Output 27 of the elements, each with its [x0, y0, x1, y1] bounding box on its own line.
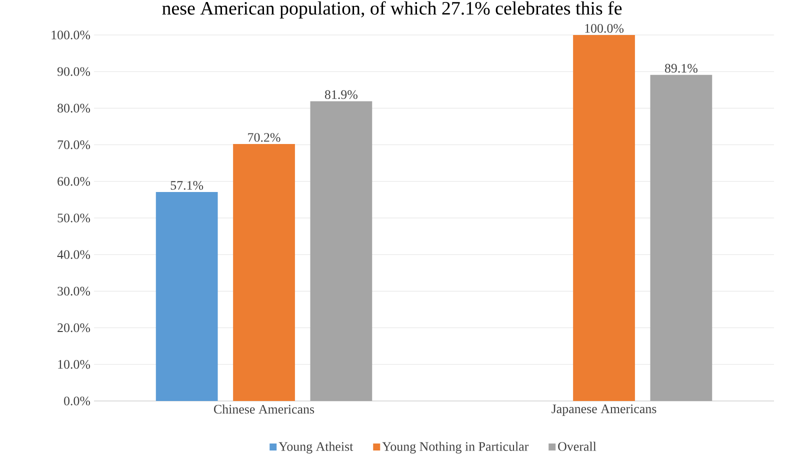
legend-label: Young Nothing in Particular	[382, 442, 529, 454]
y-tick-label: 20.0%	[58, 323, 90, 332]
y-tick-label: 40.0%	[57, 250, 90, 259]
data-label: 81.9%	[324, 90, 358, 100]
legend-label: Young Atheist	[278, 442, 354, 454]
bar	[233, 144, 295, 401]
y-tick-label: 70.0%	[58, 140, 90, 150]
y-tick-label: 10.0%	[58, 360, 90, 369]
y-tick-label: 0.0%	[64, 396, 90, 406]
bar	[156, 192, 218, 401]
data-label: 57.1%	[170, 181, 204, 190]
data-label: 89.1%	[664, 64, 698, 73]
bar	[573, 34, 635, 401]
legend-label: Overall	[558, 442, 596, 451]
x-tick-label: Chinese Americans	[214, 404, 314, 414]
bar	[310, 101, 372, 401]
y-tick-label: 80.0%	[58, 104, 90, 113]
y-tick-label: 100.0%	[52, 30, 90, 40]
data-label: 100.0%	[585, 24, 624, 33]
x-tick-label: Japanese Americans	[552, 404, 656, 416]
data-label: 70.2%	[248, 133, 280, 142]
y-tick-label: 50.0%	[58, 214, 90, 222]
bar	[650, 74, 712, 401]
y-tick-label: 30.0%	[58, 286, 90, 296]
y-tick-label: 90.0%	[57, 67, 90, 76]
text: nese American population, of which 27.1% celebrates this fe	[162, 1, 622, 19]
y-tick-label: 60.0%	[58, 176, 90, 186]
